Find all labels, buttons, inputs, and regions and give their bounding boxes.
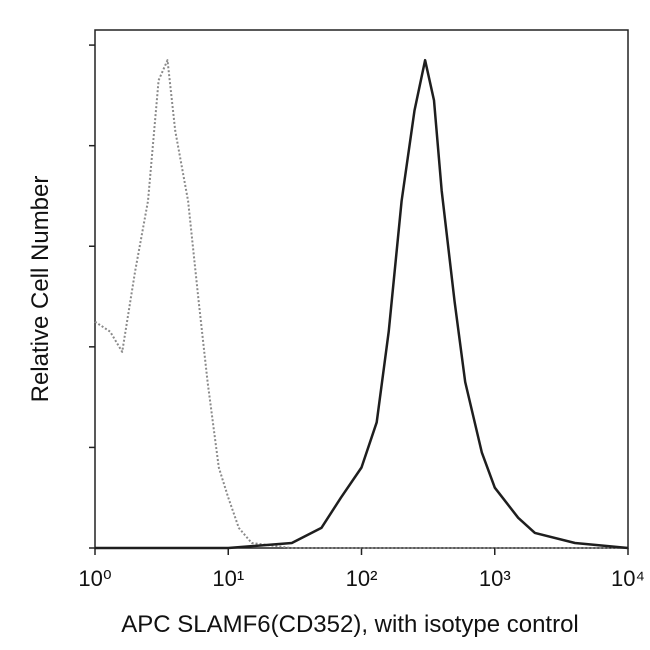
- y-axis-title: Relative Cell Number: [27, 176, 54, 403]
- x-axis-title: APC SLAMF6(CD352), with isotype control: [121, 611, 579, 638]
- x-tick-label: 10⁰: [78, 566, 111, 591]
- x-tick-label: 10³: [479, 566, 511, 591]
- x-tick-label: 10⁴: [611, 566, 645, 591]
- x-tick-label: 10¹: [212, 566, 244, 591]
- histogram-line: [95, 58, 629, 550]
- x-tick-label: 10²: [346, 566, 378, 591]
- histogram-line: [94, 59, 628, 549]
- plot-frame: [94, 29, 629, 549]
